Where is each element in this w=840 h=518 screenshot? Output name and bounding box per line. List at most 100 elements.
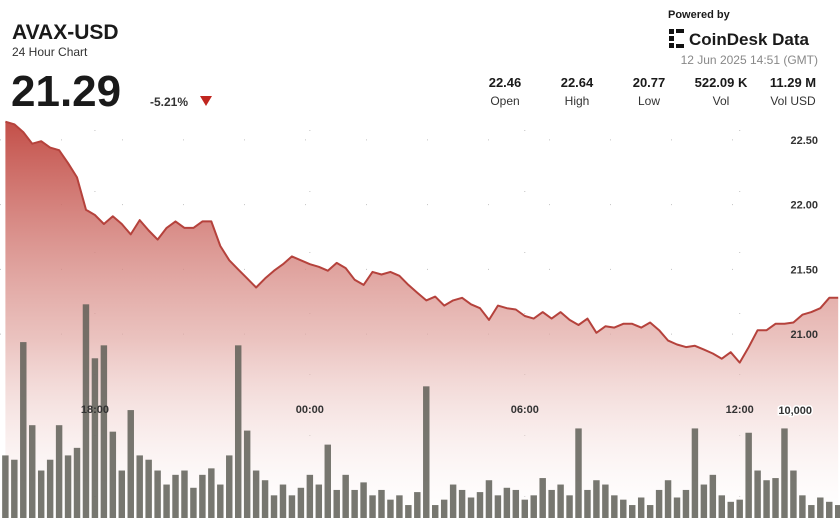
volume-bar — [279, 484, 287, 518]
volume-bar — [297, 487, 305, 518]
stat-value: 522.09 K — [695, 75, 748, 90]
volume-bar — [449, 484, 457, 518]
price-line — [5, 120, 839, 364]
volume-bar — [503, 487, 511, 518]
volume-bar — [763, 480, 770, 518]
volume-bar — [82, 304, 90, 518]
volume-bar — [109, 431, 117, 518]
volume-bar — [145, 459, 152, 518]
volume-bar — [181, 470, 188, 518]
volume-bar — [530, 495, 537, 518]
volume-bar — [620, 499, 627, 518]
volume-bar — [414, 492, 421, 518]
volume-bar — [387, 499, 394, 518]
volume-bar — [405, 505, 412, 518]
volume-bar — [521, 499, 528, 518]
volume-bar — [754, 470, 761, 518]
volume-bar — [208, 468, 215, 518]
stat-label: Open — [490, 94, 519, 108]
volume-bar — [55, 425, 63, 518]
volume-bar — [700, 484, 708, 518]
x-tick-label: 12:00 — [726, 404, 754, 416]
y-tick-label: 22.00 — [790, 200, 818, 212]
header: AVAX-USD 24 Hour Chart 21.29 -5.21% 22.4… — [11, 9, 818, 116]
volume-bar — [360, 482, 367, 518]
volume-bar — [727, 501, 734, 518]
volume-bar — [664, 480, 672, 518]
volume-bar — [772, 478, 779, 518]
volume-bar — [494, 495, 502, 518]
x-tick-label: 00:00 — [296, 404, 324, 416]
volume-bar — [557, 484, 564, 518]
volume-bar — [440, 499, 448, 518]
volume-bar — [566, 495, 573, 518]
volume-bar — [73, 447, 81, 518]
stat-value: 20.77 — [633, 75, 666, 90]
volume-bar — [817, 497, 824, 518]
volume-bar — [342, 474, 349, 518]
volume-bar — [485, 480, 493, 518]
volume-bar — [548, 489, 555, 518]
stat-value: 22.46 — [489, 75, 522, 90]
volume-bar — [270, 495, 278, 518]
volume-bar — [808, 505, 815, 518]
volume-bar — [11, 459, 18, 518]
volume-bar — [834, 505, 840, 518]
volume-bar — [288, 495, 296, 518]
brand-logo — [669, 29, 684, 48]
y-tick-label: 21.00 — [790, 329, 818, 341]
volume-bar — [682, 489, 690, 518]
volume-bar — [91, 358, 99, 518]
volume-bar — [646, 505, 654, 518]
volume-bar — [736, 499, 743, 518]
volume-bar — [154, 470, 161, 518]
volume-bar — [234, 345, 242, 518]
volume-bar — [37, 470, 45, 518]
volume-bar — [243, 430, 251, 518]
powered-by: Powered by — [668, 9, 731, 21]
volume-bar — [512, 489, 520, 518]
volume-bar — [100, 345, 108, 518]
volume-bar — [199, 474, 206, 518]
volume-bar — [781, 428, 788, 518]
volume-bar — [611, 495, 618, 518]
volume-bar — [378, 489, 385, 518]
volume-bar — [718, 495, 726, 518]
volume-bar — [593, 480, 600, 518]
x-tick-label: 06:00 — [511, 404, 539, 416]
volume-bar — [602, 484, 609, 518]
volume-bar — [315, 484, 323, 518]
volume-bar — [127, 410, 134, 518]
volume-bar — [790, 470, 797, 518]
volume-bar — [261, 480, 269, 518]
volume-bar — [306, 474, 314, 518]
change: -5.21% — [150, 95, 188, 109]
volume-bar — [673, 497, 681, 518]
volume-bar — [190, 487, 197, 518]
volume-bar — [333, 489, 340, 518]
brand-name: CoinDesk Data — [689, 30, 810, 49]
volume-bar — [826, 501, 833, 518]
y-tick-label: 22.50 — [790, 135, 818, 147]
volume-bar — [637, 497, 645, 518]
volume-bar — [226, 455, 233, 518]
volume-bar — [118, 470, 126, 518]
volume-bar — [46, 459, 54, 518]
volume-bar — [655, 489, 663, 518]
y-tick-label: 21.50 — [790, 264, 818, 276]
y2-tick-label: 10,000 — [778, 405, 812, 417]
volume-bar — [396, 495, 403, 518]
volume-bar — [29, 425, 36, 518]
volume-bar — [351, 489, 358, 518]
price-area — [5, 121, 839, 518]
volume-bar — [467, 497, 475, 518]
stat-value: 22.64 — [561, 75, 594, 90]
y2-tick-label: 10,000 — [778, 405, 812, 417]
volume-bar — [369, 495, 376, 518]
volume-bar — [136, 455, 143, 518]
stat-label: Low — [638, 94, 660, 108]
volume-bar — [584, 489, 591, 518]
stat-label: Vol — [713, 94, 730, 108]
